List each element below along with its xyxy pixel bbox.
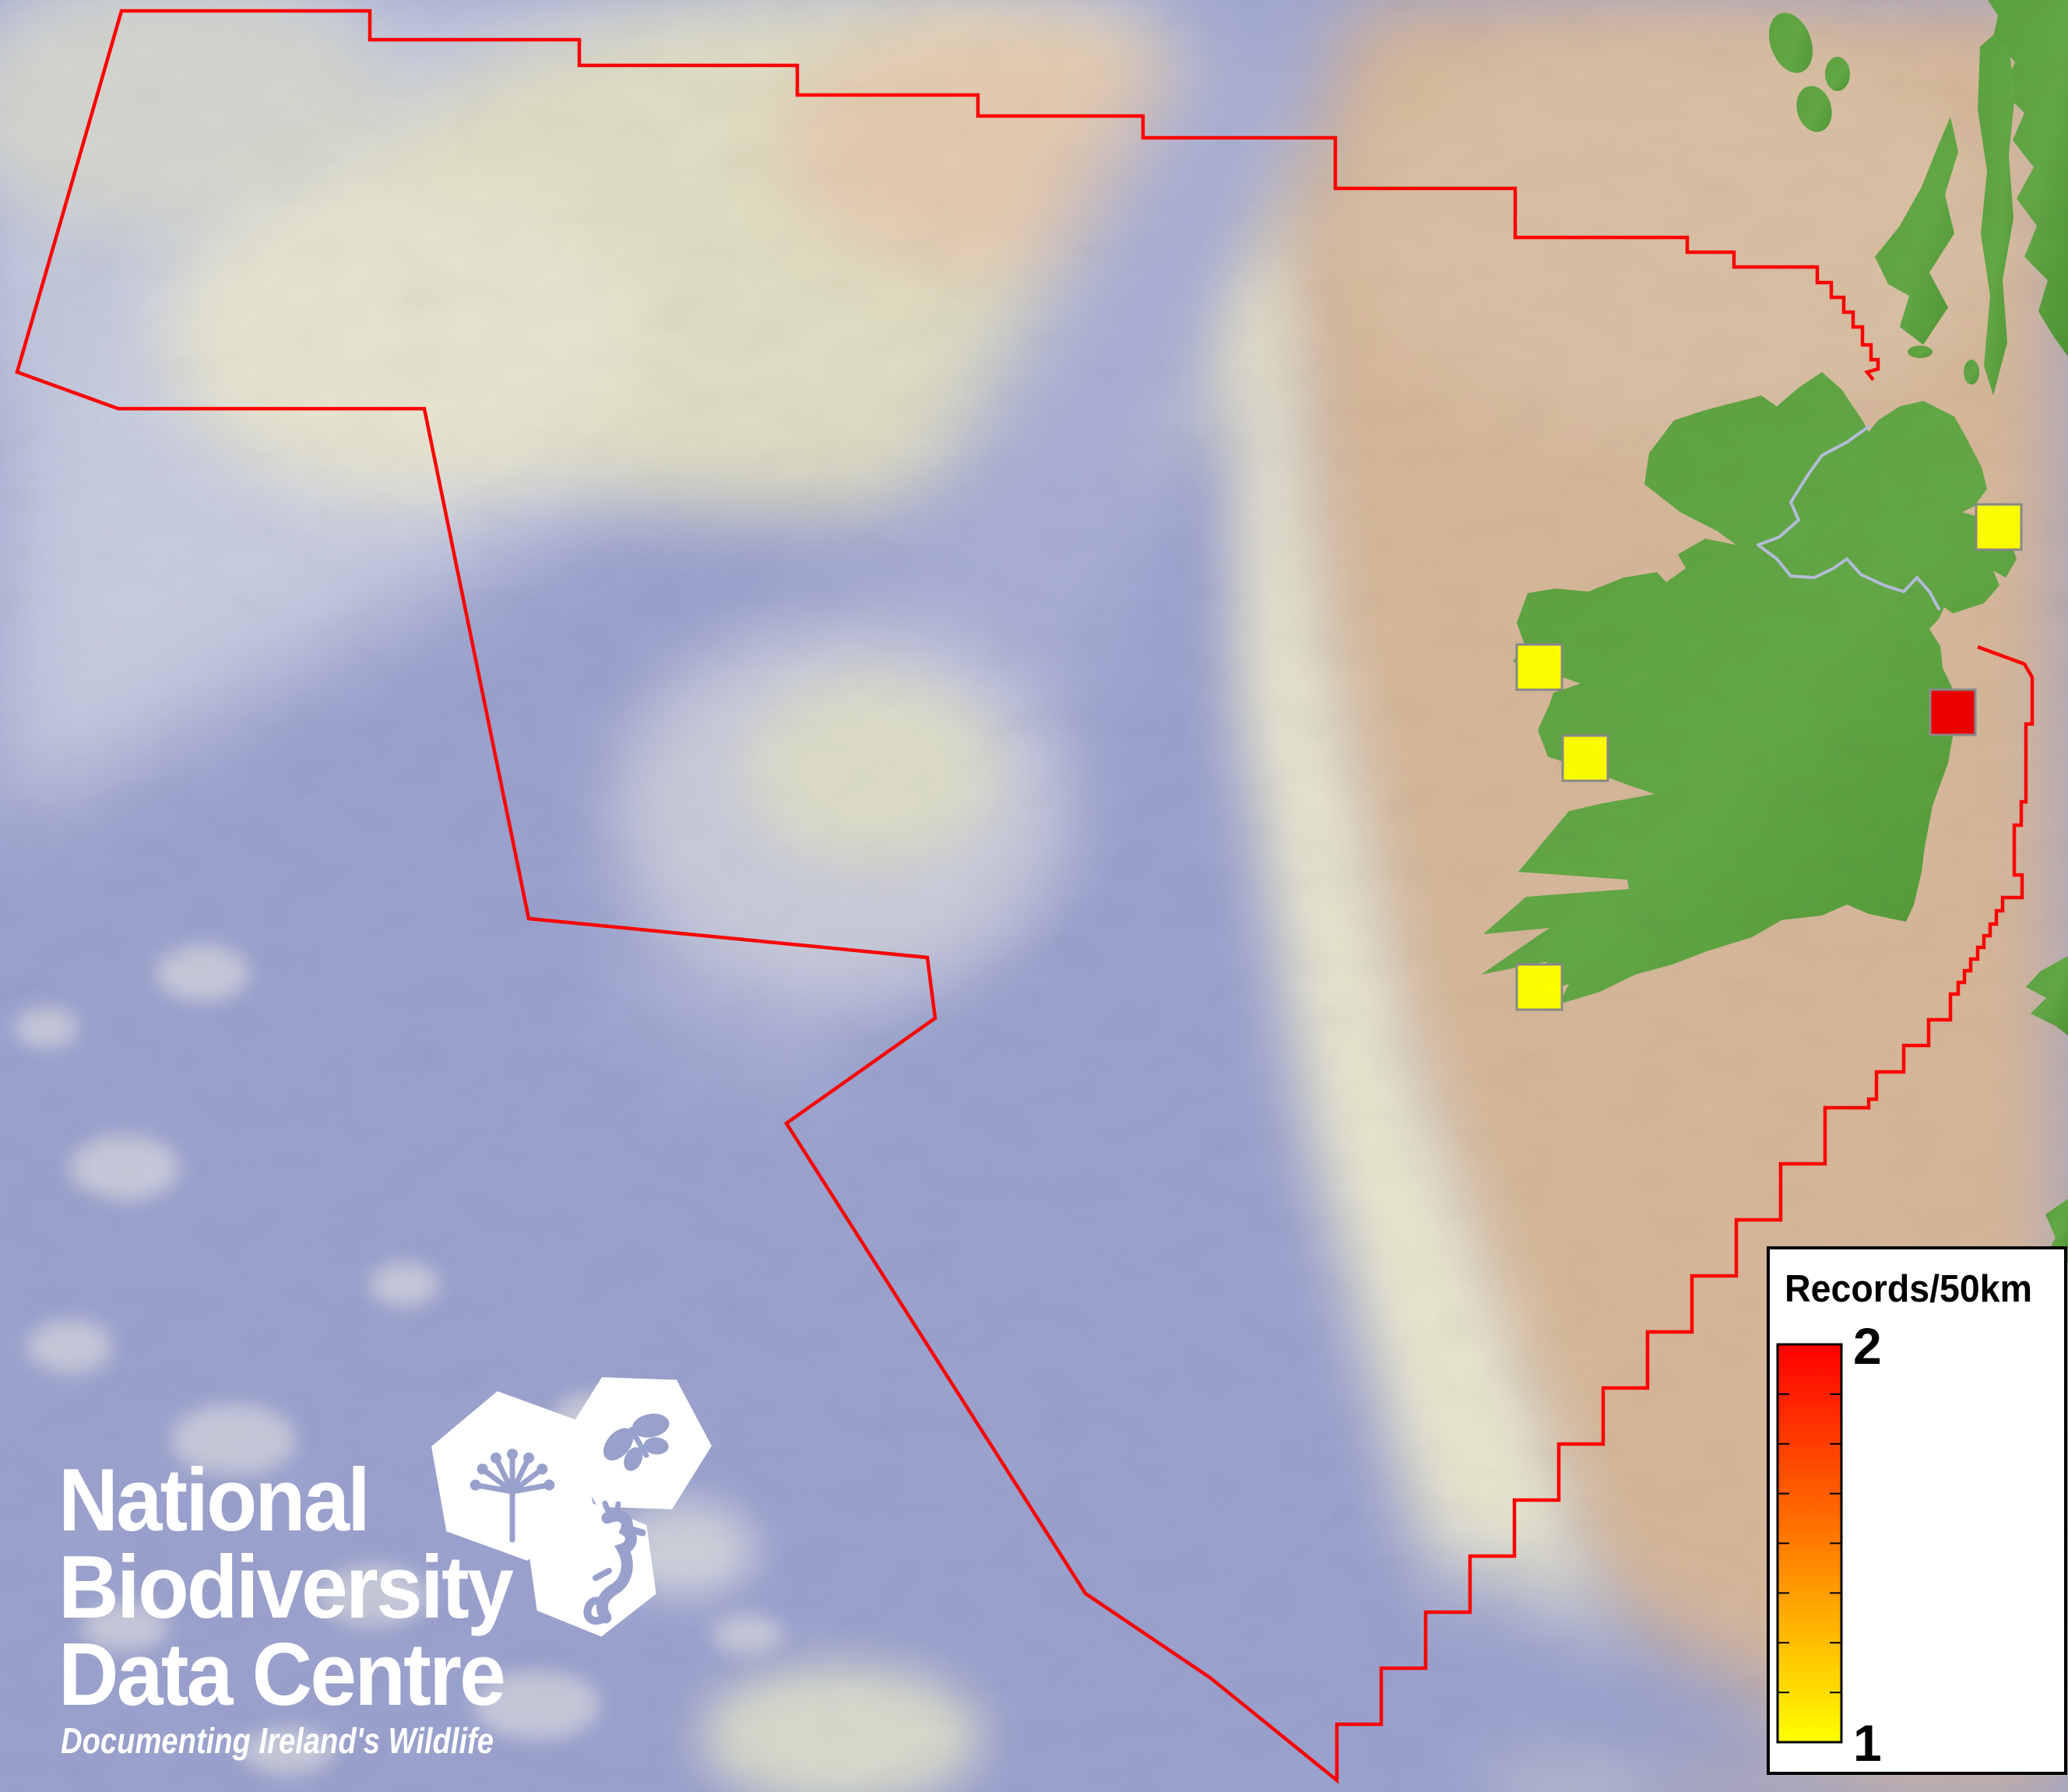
legend-min-label: 1 (1853, 1714, 1882, 1772)
logo-hexagons (431, 1377, 712, 1637)
nbdc-logo: National Biodiversity Data Centre Docume… (58, 1377, 712, 1761)
seahorse-icon (583, 1500, 646, 1625)
legend-max-label: 2 (1853, 1317, 1882, 1375)
legend: Records/50km 2 1 (1767, 1246, 2067, 1775)
legend-title: Records/50km (1785, 1268, 2032, 1310)
logo-line-national: National (58, 1451, 368, 1550)
logo-line-data-centre: Data Centre (58, 1625, 504, 1724)
logo-tagline: Documenting Ireland's Wildlife (61, 1720, 494, 1761)
logo-line-biodiversity: Biodiversity (58, 1538, 513, 1637)
tree-sprig-icon (470, 1449, 555, 1543)
butterfly-icon (603, 1413, 670, 1471)
legend-tick-marks (1778, 1393, 1841, 1694)
